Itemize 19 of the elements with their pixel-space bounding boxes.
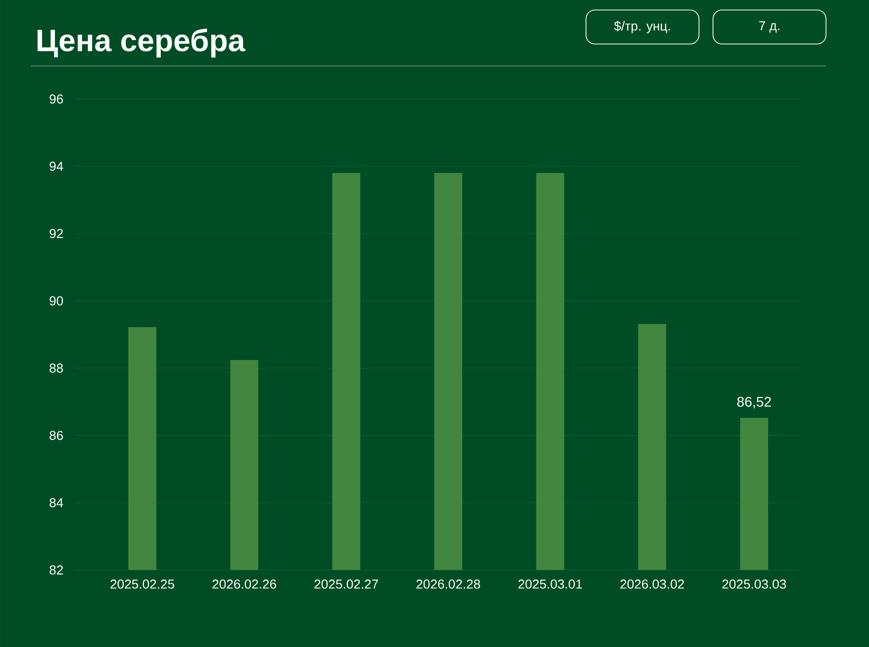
x-tick-label: 2026.03.02 xyxy=(620,580,684,589)
y-tick-label: 86 xyxy=(50,430,63,440)
y-tick-label: 96 xyxy=(50,94,63,104)
data-label: 86,52 xyxy=(737,396,771,408)
x-tick-label: 2025.02.25 xyxy=(110,580,174,589)
x-tick-label: 2026.02.28 xyxy=(416,580,480,589)
x-tick-label: 2026.02.26 xyxy=(212,580,276,589)
text: $/тр. унц. xyxy=(614,20,670,34)
x-tick-label: 2025.03.03 xyxy=(722,580,786,589)
y-tick-label: 90 xyxy=(50,296,63,306)
x-tick-label: 2025.02.27 xyxy=(314,580,378,589)
y-tick-label: 82 xyxy=(50,565,63,575)
y-tick-label: 92 xyxy=(50,228,63,238)
x-tick-label: 2025.03.01 xyxy=(518,580,582,589)
text: 7 д. xyxy=(759,21,780,33)
y-tick-label: 84 xyxy=(50,498,64,508)
y-tick-label: 88 xyxy=(50,364,63,373)
y-tick-label: 94 xyxy=(50,162,64,171)
chart-title: Цена серебра xyxy=(38,28,246,58)
